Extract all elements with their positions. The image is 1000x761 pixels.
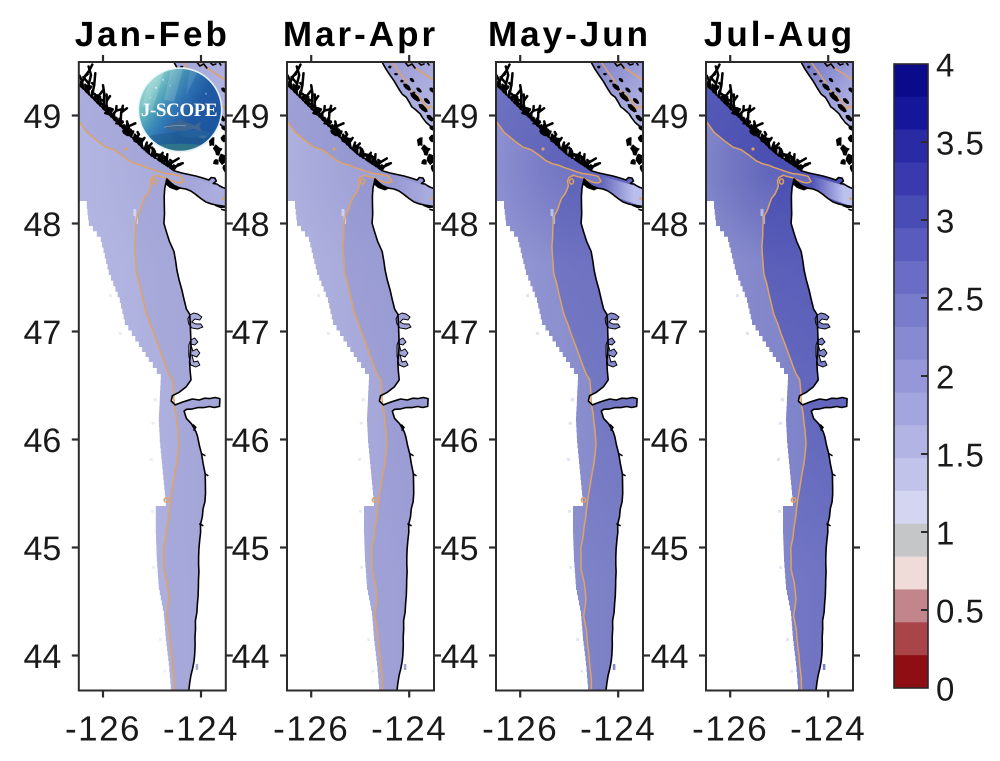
svg-text:0: 0 (936, 671, 955, 708)
svg-text:44: 44 (232, 638, 270, 676)
svg-text:45: 45 (232, 530, 270, 568)
svg-text:Jan-Feb: Jan-Feb (75, 15, 230, 54)
svg-text:45: 45 (23, 530, 61, 568)
svg-text:46: 46 (651, 422, 689, 460)
svg-text:May-Jun: May-Jun (488, 15, 651, 54)
svg-text:-124: -124 (790, 710, 866, 749)
svg-text:45: 45 (441, 530, 479, 568)
svg-text:-126: -126 (692, 710, 768, 749)
svg-text:47: 47 (232, 314, 270, 352)
svg-text:47: 47 (23, 314, 61, 352)
svg-text:4: 4 (936, 47, 955, 84)
svg-text:-126: -126 (273, 710, 349, 749)
svg-text:1.5: 1.5 (936, 437, 985, 474)
svg-text:-124: -124 (580, 710, 656, 749)
svg-text:2.5: 2.5 (936, 281, 985, 318)
svg-text:47: 47 (651, 314, 689, 352)
svg-text:3.5: 3.5 (936, 125, 985, 162)
svg-text:45: 45 (651, 530, 689, 568)
svg-text:48: 48 (441, 206, 479, 244)
svg-text:3: 3 (936, 203, 955, 240)
svg-text:2: 2 (936, 359, 955, 396)
svg-text:44: 44 (23, 638, 61, 676)
svg-text:46: 46 (441, 422, 479, 460)
svg-text:-126: -126 (482, 710, 558, 749)
svg-text:49: 49 (441, 98, 479, 136)
svg-text:47: 47 (441, 314, 479, 352)
svg-text:48: 48 (23, 206, 61, 244)
svg-text:46: 46 (23, 422, 61, 460)
svg-text:J-SCOPE: J-SCOPE (141, 100, 217, 121)
svg-text:48: 48 (232, 206, 270, 244)
svg-text:49: 49 (23, 98, 61, 136)
svg-text:49: 49 (232, 98, 270, 136)
svg-text:1: 1 (936, 515, 955, 552)
svg-text:46: 46 (232, 422, 270, 460)
svg-text:-124: -124 (371, 710, 447, 749)
svg-text:48: 48 (651, 206, 689, 244)
svg-text:-124: -124 (163, 710, 239, 749)
svg-text:44: 44 (441, 638, 479, 676)
svg-text:-126: -126 (65, 710, 141, 749)
svg-text:Mar-Apr: Mar-Apr (283, 15, 438, 54)
svg-text:0.5: 0.5 (936, 593, 985, 630)
svg-text:Jul-Aug: Jul-Aug (704, 15, 855, 54)
svg-text:44: 44 (651, 638, 689, 676)
svg-text:49: 49 (651, 98, 689, 136)
